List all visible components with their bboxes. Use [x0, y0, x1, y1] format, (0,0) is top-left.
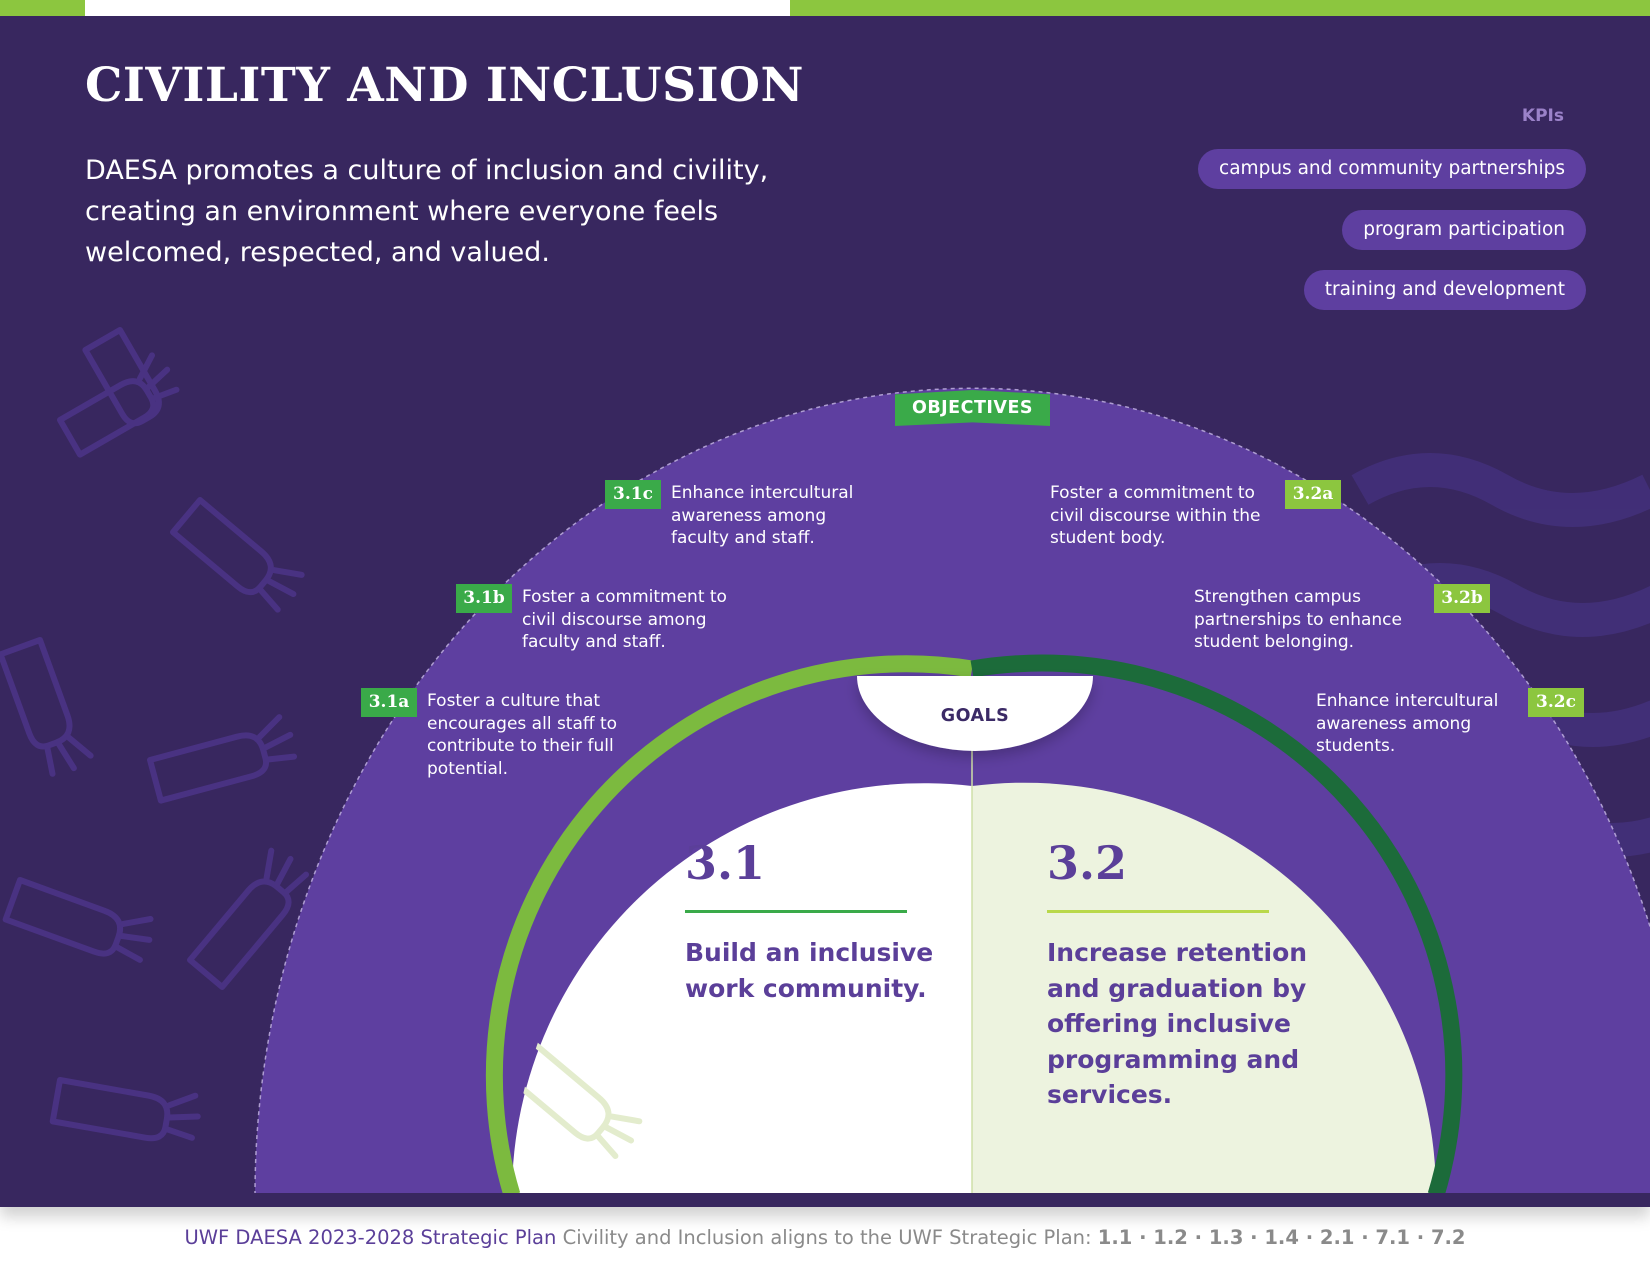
objective-3-1b: 3.1b Foster a commitment to civil discou…: [456, 584, 756, 659]
objective-text: Foster a commitment to civil discourse a…: [522, 587, 727, 652]
content-panel: CIVILITY AND INCLUSION DAESA promotes a …: [0, 0, 1650, 1207]
objective-3-1a: 3.1a Foster a culture that encourages al…: [361, 688, 631, 788]
objective-text: Enhance intercultural awareness among st…: [1316, 691, 1499, 756]
bottom-band: [0, 1193, 1650, 1207]
kpi-pill-partnerships: campus and community partnerships: [1198, 149, 1586, 189]
goal-number-3-1: 3.1: [685, 836, 766, 890]
objective-3-1c: 3.1c Enhance intercultural awareness amo…: [605, 480, 875, 555]
goals-label: GOALS: [940, 706, 1010, 726]
objective-text: Enhance intercultural awareness among fa…: [671, 483, 854, 548]
objectives-ribbon: OBJECTIVES: [895, 390, 1050, 426]
objective-badge: 3.2a: [1285, 480, 1341, 509]
objective-badge: 3.1c: [605, 480, 661, 509]
top-accent-white-segment: [85, 0, 790, 16]
kpi-pill-participation: program participation: [1342, 210, 1586, 250]
objective-3-2b: 3.2b Strengthen campus partnerships to e…: [1194, 584, 1490, 659]
objective-badge: 3.1b: [456, 584, 512, 613]
hands-pattern-icon: [0, 327, 362, 1142]
objectives-arch-dashed-border: [254, 387, 1650, 1196]
footer-plan-name: UWF DAESA 2023-2028 Strategic Plan: [184, 1226, 557, 1249]
objective-text: Foster a culture that encourages all sta…: [427, 691, 618, 779]
objective-badge: 3.2b: [1434, 584, 1490, 613]
kpi-pill-training: training and development: [1303, 270, 1586, 310]
goal-text-3-1: Build an inclusive work community.: [685, 938, 934, 1003]
goal-text-3-2: Increase retention and graduation by off…: [1047, 938, 1308, 1109]
kpis-heading: KPIs: [1521, 106, 1564, 126]
objective-3-2a: 3.2a Foster a commitment to civil discou…: [1050, 480, 1341, 555]
goals-tab: [857, 676, 1093, 751]
objective-text: Strengthen campus partnerships to enhanc…: [1194, 587, 1402, 652]
background-graphics: [0, 327, 1650, 1207]
intro-text: DAESA promotes a culture of inclusion an…: [85, 155, 769, 268]
objective-3-2c: 3.2c Enhance intercultural awareness amo…: [1316, 688, 1584, 763]
goals-semicircle: [485, 654, 1463, 1198]
footer: UWF DAESA 2023-2028 Strategic Plan Civil…: [0, 1226, 1650, 1249]
goal-number-3-2: 3.2: [1047, 836, 1128, 890]
objective-text: Foster a commitment to civil discourse w…: [1050, 483, 1261, 548]
page-title: CIVILITY AND INCLUSION: [85, 58, 804, 113]
footer-alignment: Civility and Inclusion aligns to the UWF…: [562, 1226, 1092, 1249]
footer-plan-numbers: 1.1 · 1.2 · 1.3 · 1.4 · 2.1 · 7.1 · 7.2: [1097, 1226, 1466, 1249]
objective-badge: 3.1a: [361, 688, 417, 717]
objective-badge: 3.2c: [1528, 688, 1584, 717]
